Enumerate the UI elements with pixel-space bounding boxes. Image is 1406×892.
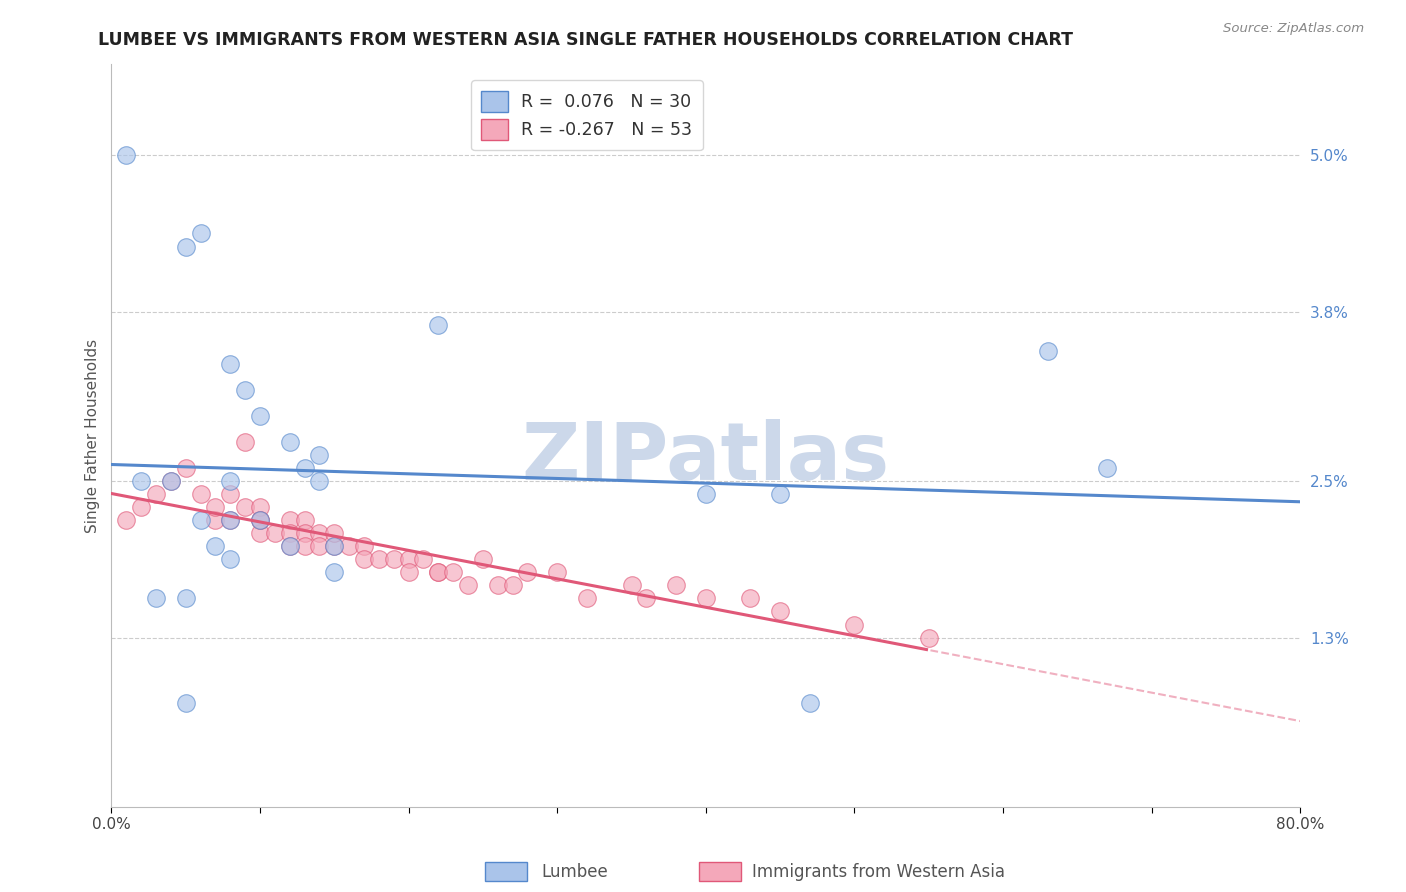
Point	[160, 474, 183, 488]
Point	[278, 435, 301, 450]
Point	[219, 513, 242, 527]
Point	[457, 578, 479, 592]
Point	[278, 513, 301, 527]
Point	[160, 474, 183, 488]
Point	[145, 487, 167, 501]
Point	[769, 487, 792, 501]
Point	[337, 539, 360, 553]
Point	[367, 552, 389, 566]
Point	[219, 487, 242, 501]
Point	[249, 526, 271, 541]
Point	[502, 578, 524, 592]
Point	[174, 461, 197, 475]
Text: Lumbee: Lumbee	[541, 863, 607, 881]
Point	[129, 500, 152, 515]
Point	[308, 448, 330, 462]
Point	[308, 526, 330, 541]
Point	[278, 526, 301, 541]
Point	[308, 539, 330, 553]
Point	[115, 148, 138, 162]
Point	[398, 552, 420, 566]
Point	[323, 539, 346, 553]
Point	[441, 566, 464, 580]
Point	[427, 318, 450, 332]
Point	[353, 552, 375, 566]
Point	[323, 566, 346, 580]
Point	[695, 591, 717, 606]
Point	[249, 500, 271, 515]
Point	[219, 474, 242, 488]
Point	[190, 513, 212, 527]
Point	[844, 617, 866, 632]
Point	[219, 552, 242, 566]
Point	[308, 474, 330, 488]
Point	[546, 566, 568, 580]
Point	[263, 526, 285, 541]
Point	[219, 357, 242, 371]
Point	[427, 566, 450, 580]
Point	[918, 631, 941, 645]
Point	[249, 513, 271, 527]
Text: LUMBEE VS IMMIGRANTS FROM WESTERN ASIA SINGLE FATHER HOUSEHOLDS CORRELATION CHAR: LUMBEE VS IMMIGRANTS FROM WESTERN ASIA S…	[98, 31, 1073, 49]
Point	[233, 383, 256, 397]
Point	[174, 696, 197, 710]
Point	[636, 591, 658, 606]
Point	[323, 539, 346, 553]
Point	[190, 487, 212, 501]
Point	[174, 591, 197, 606]
Point	[233, 435, 256, 450]
Point	[740, 591, 762, 606]
Point	[204, 500, 226, 515]
Point	[278, 539, 301, 553]
Point	[204, 539, 226, 553]
Point	[294, 539, 316, 553]
Point	[294, 461, 316, 475]
Point	[249, 513, 271, 527]
Point	[145, 591, 167, 606]
Text: Source: ZipAtlas.com: Source: ZipAtlas.com	[1223, 22, 1364, 36]
Point	[129, 474, 152, 488]
Point	[353, 539, 375, 553]
Text: ZIPatlas: ZIPatlas	[522, 419, 890, 497]
Text: Immigrants from Western Asia: Immigrants from Western Asia	[752, 863, 1005, 881]
Point	[575, 591, 598, 606]
Point	[516, 566, 538, 580]
Point	[665, 578, 688, 592]
Point	[249, 409, 271, 423]
Point	[294, 513, 316, 527]
Point	[398, 566, 420, 580]
Point	[412, 552, 434, 566]
Point	[382, 552, 405, 566]
Point	[190, 227, 212, 241]
Point	[249, 513, 271, 527]
Point	[1036, 343, 1059, 358]
Point	[323, 526, 346, 541]
Point	[799, 696, 821, 710]
Point	[486, 578, 509, 592]
Point	[294, 526, 316, 541]
Point	[115, 513, 138, 527]
Point	[204, 513, 226, 527]
Point	[427, 566, 450, 580]
Y-axis label: Single Father Households: Single Father Households	[86, 338, 100, 533]
Point	[471, 552, 494, 566]
Point	[233, 500, 256, 515]
Point	[278, 539, 301, 553]
Legend: R =  0.076   N = 30, R = -0.267   N = 53: R = 0.076 N = 30, R = -0.267 N = 53	[471, 80, 703, 151]
Point	[695, 487, 717, 501]
Point	[219, 513, 242, 527]
Point	[1095, 461, 1118, 475]
Point	[174, 239, 197, 253]
Point	[769, 605, 792, 619]
Point	[620, 578, 643, 592]
